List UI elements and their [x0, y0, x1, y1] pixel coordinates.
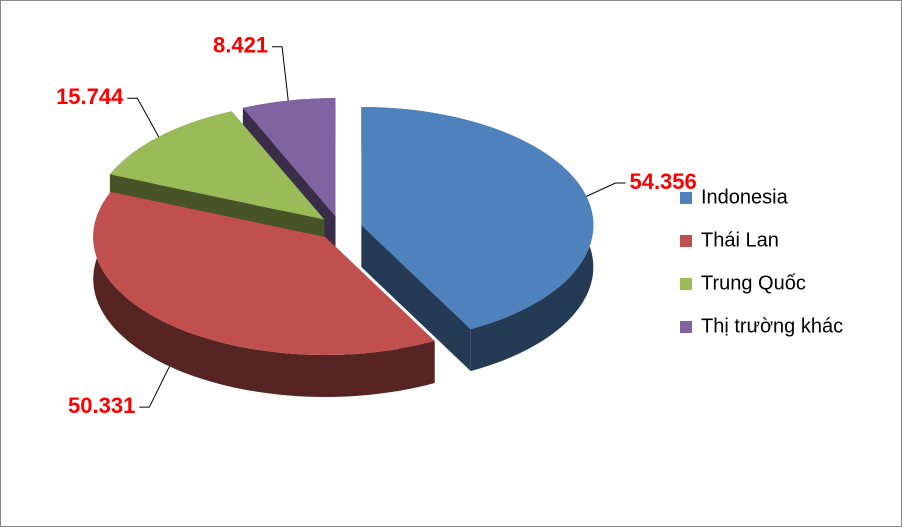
slice [361, 107, 594, 330]
slice [109, 111, 325, 220]
pie [93, 98, 594, 397]
legend-swatch [680, 278, 692, 290]
leader-line [127, 97, 160, 138]
value-label: 15.744 [56, 84, 124, 109]
legend: Indonesia Thái Lan Trung Quốc Thị trường kh… [680, 186, 843, 337]
legend-label: Indonesia [701, 186, 789, 208]
value-labels: 54.356 50.331 15.744 8.421 [56, 33, 697, 418]
legend-label: Thị trường khác [701, 315, 843, 337]
value-label: 8.421 [213, 33, 268, 58]
legend-label: Trung Quốc [701, 272, 806, 294]
leader-line [272, 46, 289, 101]
legend-swatch [680, 321, 692, 333]
legend-label: Thái Lan [701, 229, 779, 251]
value-label: 54.356 [629, 169, 696, 194]
legend-swatch [680, 235, 692, 247]
value-label: 50.331 [68, 393, 135, 418]
leader-line [139, 366, 170, 408]
slice [242, 98, 336, 217]
leader-line [586, 182, 626, 197]
slice [93, 191, 435, 355]
legend-swatch [680, 192, 692, 204]
slice-wall [93, 191, 435, 397]
slice-side [361, 225, 471, 372]
